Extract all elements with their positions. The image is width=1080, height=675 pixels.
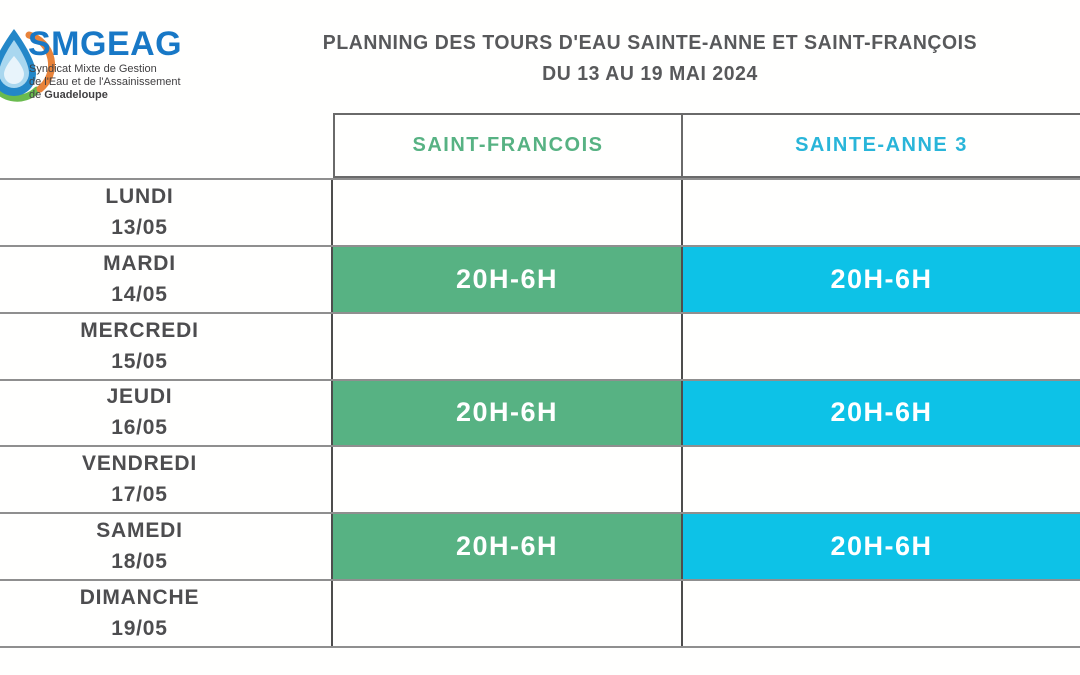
date-label: 18/05 (111, 550, 168, 574)
day-cell: VENDREDI 17/05 (0, 447, 333, 513)
day-label: MARDI (103, 251, 176, 275)
smgeag-logo: SMGEAG Syndicat Mixte de Gestion de l'Ea… (0, 0, 330, 110)
date-label: 16/05 (111, 416, 168, 440)
slot-saint-francois (333, 180, 683, 245)
date-label: 13/05 (111, 215, 168, 239)
day-cell: LUNDI 13/05 (0, 180, 333, 245)
slot-sainte-anne-3 (683, 180, 1080, 245)
brand-subtitle-line1: Syndicat Mixte de Gestion (29, 63, 157, 75)
slot-sainte-anne-3: 20H-6H (683, 514, 1080, 580)
water-drop-logo-icon (0, 29, 56, 102)
page-title-line1: PLANNING DES TOURS D'EAU SAINTE-ANNE ET … (322, 32, 978, 54)
slot-saint-francois: 20H-6H (333, 246, 683, 312)
date-label: 19/05 (111, 617, 168, 641)
slot-saint-francois (333, 581, 683, 646)
column-header-sainte-anne-3: SAINTE-ANNE 3 (795, 134, 968, 156)
date-label: 15/05 (111, 349, 168, 373)
slot-sainte-anne-3: 20H-6H (683, 246, 1080, 312)
table-row-lundi: LUNDI 13/05 (0, 180, 1080, 247)
brand-subtitle-line3: de Guadeloupe (29, 89, 108, 101)
column-header-row: SAINT-FRANCOIS SAINTE-ANNE 3 (333, 113, 1080, 178)
column-header-saint-francois: SAINT-FRANCOIS (335, 115, 683, 176)
table-row-jeudi: JEUDI 16/05 20H-6H 20H-6H (0, 380, 1080, 448)
day-label: DIMANCHE (79, 586, 200, 610)
day-label: LUNDI (105, 184, 174, 208)
slot-saint-francois (333, 313, 683, 379)
day-cell: MARDI 14/05 (0, 246, 333, 312)
brand-name: SMGEAG (28, 25, 183, 63)
date-label: 14/05 (111, 282, 168, 306)
day-label: JEUDI (106, 385, 173, 409)
slot-saint-francois (333, 447, 683, 513)
day-cell: JEUDI 16/05 (0, 380, 333, 446)
day-label: MERCREDI (80, 318, 199, 342)
day-cell: MERCREDI 15/05 (0, 313, 333, 379)
table-row-dimanche: DIMANCHE 19/05 (0, 581, 1080, 648)
page-title: PLANNING DES TOURS D'EAU SAINTE-ANNE ET … (240, 28, 1060, 90)
page-title-line2: DU 13 AU 19 MAI 2024 (542, 63, 758, 85)
table-row-mercredi: MERCREDI 15/05 (0, 313, 1080, 381)
table-row-vendredi: VENDREDI 17/05 (0, 447, 1080, 515)
brand-subtitle-line2: de l'Eau et de l'Assainissement (29, 76, 181, 88)
day-cell: DIMANCHE 19/05 (0, 581, 333, 646)
date-label: 17/05 (111, 483, 168, 507)
table-row-samedi: SAMEDI 18/05 20H-6H 20H-6H (0, 514, 1080, 582)
brand-subtitle: Syndicat Mixte de Gestion de l'Eau et de… (29, 63, 181, 102)
slot-sainte-anne-3: 20H-6H (683, 380, 1080, 446)
schedule-table: LUNDI 13/05 MARDI 14/05 20H-6H 20H-6H ME… (0, 178, 1080, 648)
slot-sainte-anne-3 (683, 314, 1080, 379)
day-cell: SAMEDI 18/05 (0, 514, 333, 580)
day-label: SAMEDI (96, 519, 183, 543)
slot-sainte-anne-3 (683, 581, 1080, 646)
table-row-mardi: MARDI 14/05 20H-6H 20H-6H (0, 246, 1080, 314)
slot-saint-francois: 20H-6H (333, 380, 683, 446)
slot-sainte-anne-3 (683, 447, 1080, 512)
day-label: VENDREDI (82, 452, 197, 476)
slot-saint-francois: 20H-6H (333, 514, 683, 580)
